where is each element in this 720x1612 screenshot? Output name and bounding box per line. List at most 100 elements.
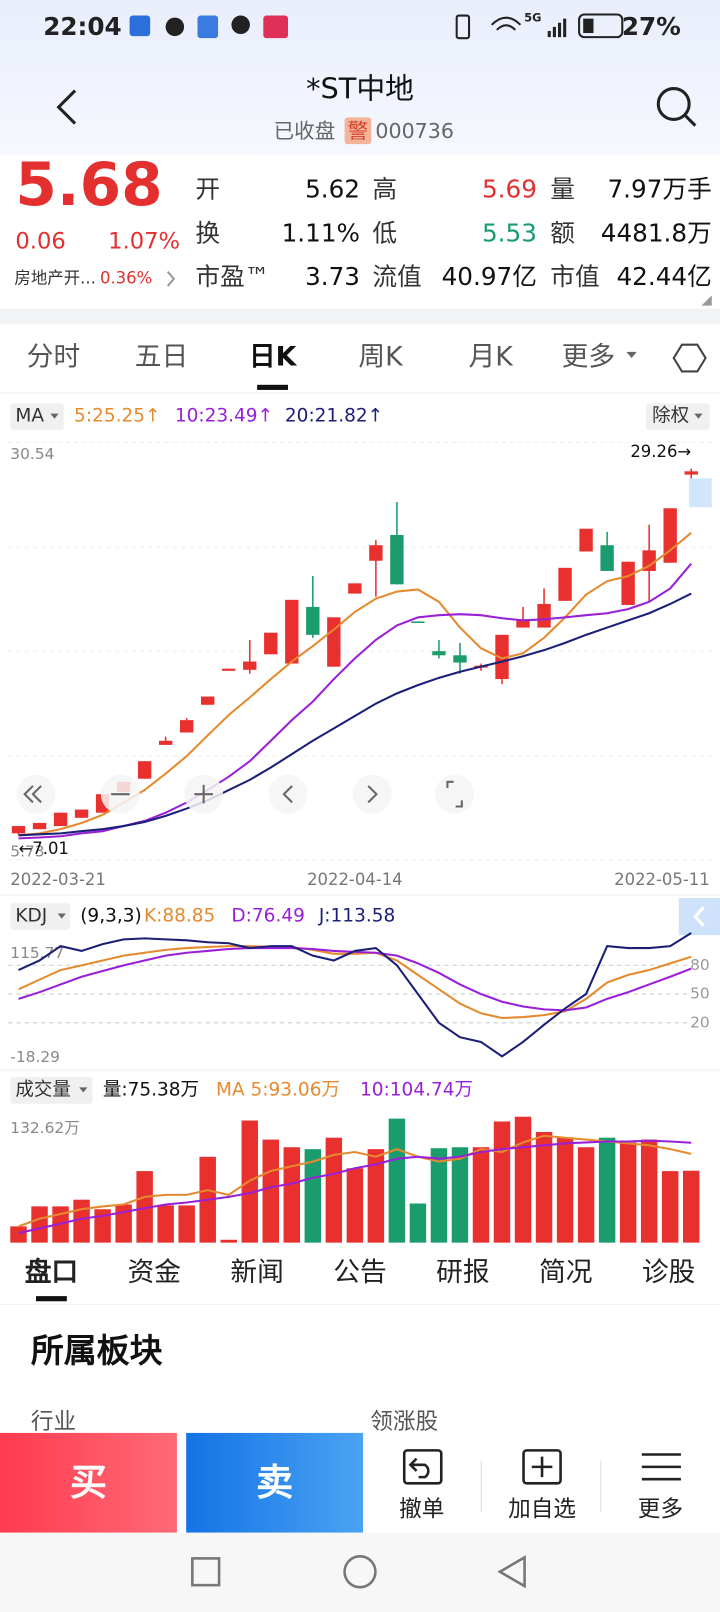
chart-tab[interactable]: 日K xyxy=(249,342,298,373)
sell-label[interactable]: 卖 xyxy=(256,1461,293,1504)
y-axis-bottom: 5.73 xyxy=(10,842,44,860)
candle-body xyxy=(390,534,404,585)
action-label[interactable]: 更多 xyxy=(638,1497,683,1523)
chart-control-icon xyxy=(367,785,378,804)
chart-tab[interactable]: 五日 xyxy=(135,342,188,373)
field-value: 5.62 xyxy=(305,174,360,203)
volume-bar xyxy=(157,1205,174,1243)
market-state: 已收盘 xyxy=(274,119,336,143)
tab-underline xyxy=(257,384,288,390)
volume-bar xyxy=(640,1139,658,1243)
buy-button[interactable] xyxy=(0,1432,177,1533)
sell-button[interactable] xyxy=(186,1432,364,1533)
volume-bar xyxy=(178,1205,195,1243)
tab-underline xyxy=(36,1296,67,1302)
warning-badge: 警 xyxy=(348,119,369,143)
nav-home[interactable] xyxy=(343,1555,377,1589)
volume-bar xyxy=(472,1147,490,1243)
volume-selector[interactable] xyxy=(10,1077,93,1104)
candle-body xyxy=(201,696,215,705)
candle-body xyxy=(285,599,299,664)
sector-chevron[interactable] xyxy=(166,270,176,287)
network: 5G xyxy=(524,12,541,25)
stock-code: 000736 xyxy=(375,119,454,143)
chart-tab[interactable]: 更多 xyxy=(562,342,615,373)
volume-bar xyxy=(346,1168,364,1243)
date-label: 2022-05-11 xyxy=(614,870,710,889)
corner-mark xyxy=(701,295,712,306)
volume-bar xyxy=(598,1137,616,1243)
candle-body xyxy=(369,545,383,561)
chart-control[interactable] xyxy=(352,774,392,814)
dropdown-arrow xyxy=(626,351,637,359)
detail-tab[interactable]: 研报 xyxy=(436,1257,489,1288)
settings-icon[interactable] xyxy=(672,343,707,373)
adjust-selector[interactable] xyxy=(645,403,710,431)
volume-label: 成交量 xyxy=(15,1079,71,1100)
volume-legend: MA 5:93.06万 xyxy=(216,1079,340,1100)
volume-bar xyxy=(136,1171,153,1243)
candle-body xyxy=(158,740,173,745)
candle-body xyxy=(137,761,152,779)
detail-tab[interactable]: 资金 xyxy=(128,1257,181,1288)
volume-bar xyxy=(493,1121,511,1243)
kdj-label: KDJ xyxy=(15,906,47,927)
chart-control[interactable] xyxy=(435,774,475,814)
buy-label[interactable]: 买 xyxy=(70,1461,107,1504)
volume-bar xyxy=(304,1149,322,1243)
volume-bar xyxy=(514,1116,532,1243)
detail-tab[interactable]: 简况 xyxy=(539,1257,592,1288)
candle-body xyxy=(243,661,257,670)
change-pct: 1.07% xyxy=(108,228,180,254)
chart-tab[interactable]: 分时 xyxy=(27,342,80,373)
action-label[interactable]: 撤单 xyxy=(399,1497,444,1523)
field-value: 1.11% xyxy=(282,219,360,248)
candle-body xyxy=(621,561,635,605)
volume-bar xyxy=(388,1118,406,1243)
chart-control[interactable] xyxy=(268,774,308,814)
status-icons xyxy=(129,13,624,40)
detail-tab[interactable]: 盘口 xyxy=(25,1256,78,1288)
volume-bar xyxy=(682,1170,700,1243)
field-value: 4481.8万 xyxy=(601,219,712,248)
candle-body xyxy=(432,651,446,656)
field-label: 高 xyxy=(372,174,397,203)
battery: 27% xyxy=(622,12,681,41)
nav-back[interactable] xyxy=(497,1555,526,1589)
sector-pct: 0.36% xyxy=(100,268,152,287)
y-tick-label: 80 xyxy=(690,956,710,974)
volume-legend: 量:75.38万 xyxy=(103,1079,199,1100)
collapse-tab[interactable] xyxy=(678,898,720,936)
chart-control-icon xyxy=(23,785,42,804)
detail-tab[interactable]: 公告 xyxy=(333,1257,386,1288)
volume-bar xyxy=(619,1142,637,1243)
volume-bar xyxy=(556,1137,574,1243)
candle-body xyxy=(516,619,530,628)
nav-recent[interactable] xyxy=(191,1557,221,1587)
chart-tab[interactable]: 月K xyxy=(468,342,514,373)
chart-tab[interactable]: 周K xyxy=(358,342,404,373)
chart-control[interactable] xyxy=(16,774,56,814)
detail-tab[interactable]: 诊股 xyxy=(642,1257,695,1288)
candle-body xyxy=(642,550,656,571)
detail-tab[interactable]: 新闻 xyxy=(230,1257,283,1288)
field-value: 3.73 xyxy=(305,262,360,291)
back-button[interactable] xyxy=(56,89,77,125)
sector: 房地产开... xyxy=(14,268,95,287)
field-label: 市盈™ xyxy=(195,262,269,291)
search-button[interactable] xyxy=(656,87,697,127)
column-label: 领涨股 xyxy=(370,1409,438,1435)
ma-legend: 20:21.82↑ xyxy=(285,406,383,427)
price: 5.68 xyxy=(15,151,162,220)
field-value: 40.97亿 xyxy=(442,262,537,291)
ma-selector[interactable] xyxy=(10,403,64,431)
volume-ma-line xyxy=(18,1139,692,1235)
y-axis-bottom: -18.29 xyxy=(10,1048,60,1066)
action-label[interactable]: 加自选 xyxy=(508,1497,576,1523)
kdj-selector[interactable] xyxy=(10,903,70,930)
collapse-arrow xyxy=(693,906,705,927)
candle-body xyxy=(453,655,467,663)
kdj-params: (9,3,3) xyxy=(80,906,142,927)
clock: 22:04 xyxy=(43,12,122,41)
